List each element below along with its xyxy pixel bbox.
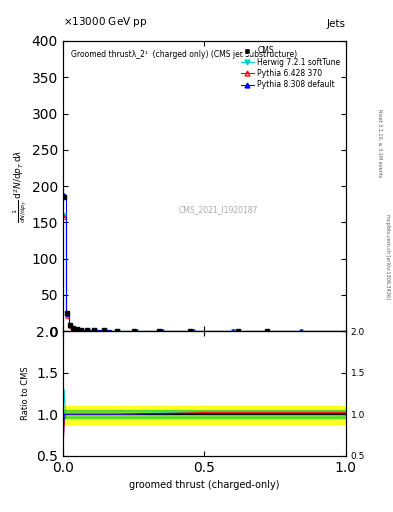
- Legend: CMS, Herwig 7.2.1 softTune, Pythia 6.428 370, Pythia 8.308 default: CMS, Herwig 7.2.1 softTune, Pythia 6.428…: [239, 45, 342, 91]
- Text: CMS_2021_I1920187: CMS_2021_I1920187: [179, 205, 258, 214]
- Text: mcplots.cern.ch [arXiv:1306.3436]: mcplots.cern.ch [arXiv:1306.3436]: [385, 214, 389, 298]
- Text: Jets: Jets: [327, 19, 346, 29]
- Bar: [63, 410, 346, 418]
- Text: Rivet 3.1.10, ≥ 3.1M events: Rivet 3.1.10, ≥ 3.1M events: [377, 109, 382, 178]
- X-axis label: groomed thrust (charged-only): groomed thrust (charged-only): [129, 480, 279, 490]
- Y-axis label: $\frac{1}{\mathregular{d}N/\mathregular{d}p_T}\,\mathregular{d}^2N/\mathregular{: $\frac{1}{\mathregular{d}N/\mathregular{…: [11, 150, 29, 223]
- Text: Groomed thrustλ_2¹  (charged only) (CMS jet substructure): Groomed thrustλ_2¹ (charged only) (CMS j…: [72, 50, 298, 59]
- Y-axis label: Ratio to CMS: Ratio to CMS: [22, 367, 31, 420]
- Bar: [63, 406, 346, 424]
- Text: $\times$13000 GeV pp: $\times$13000 GeV pp: [63, 15, 147, 29]
